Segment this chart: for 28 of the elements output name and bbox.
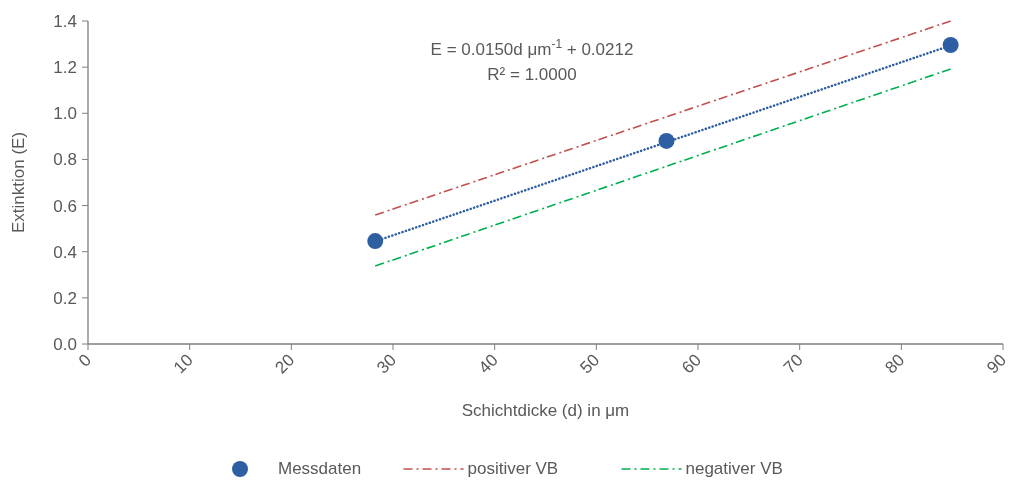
x-tick-label: 60	[678, 350, 705, 378]
x-tick-label: 70	[779, 350, 807, 378]
y-axis-title: Extinktion (E)	[9, 131, 28, 234]
legend-label: negativer VB	[685, 459, 783, 478]
x-tick-label: 90	[983, 350, 1010, 378]
annotation: E = 0.0150d μm$^{-1}$ + 0.0212	[430, 37, 634, 59]
x-axis-title: Schichtdicke (d) in μm	[461, 401, 630, 420]
y-tick-label: 0.6	[53, 196, 77, 216]
x-tick-label: 50	[576, 350, 604, 378]
x-tick-label: 0	[74, 350, 95, 371]
annotation: R² = 1.0000	[487, 65, 577, 84]
y-tick-label: 1.0	[53, 104, 77, 124]
y-tick-label: 1.4	[53, 12, 77, 31]
point	[942, 37, 959, 53]
y-tick-label: 0.4	[53, 242, 77, 262]
y-tick-label: 0.8	[53, 150, 77, 170]
x-tick-label: 40	[474, 350, 502, 378]
x-tick-label: 20	[271, 350, 299, 378]
y-tick-label: 0.2	[53, 288, 77, 308]
y-tick-label: 0.0	[53, 335, 77, 354]
x-tick-label: 10	[169, 350, 197, 378]
y-tick-label: 1.2	[53, 58, 77, 78]
x-tick-label: 30	[373, 350, 400, 378]
point	[367, 233, 384, 250]
x-tick-label: 80	[881, 350, 909, 378]
point	[658, 133, 675, 149]
legend-label: Messdaten	[278, 459, 362, 478]
legend-label: positiver VB	[467, 459, 559, 478]
